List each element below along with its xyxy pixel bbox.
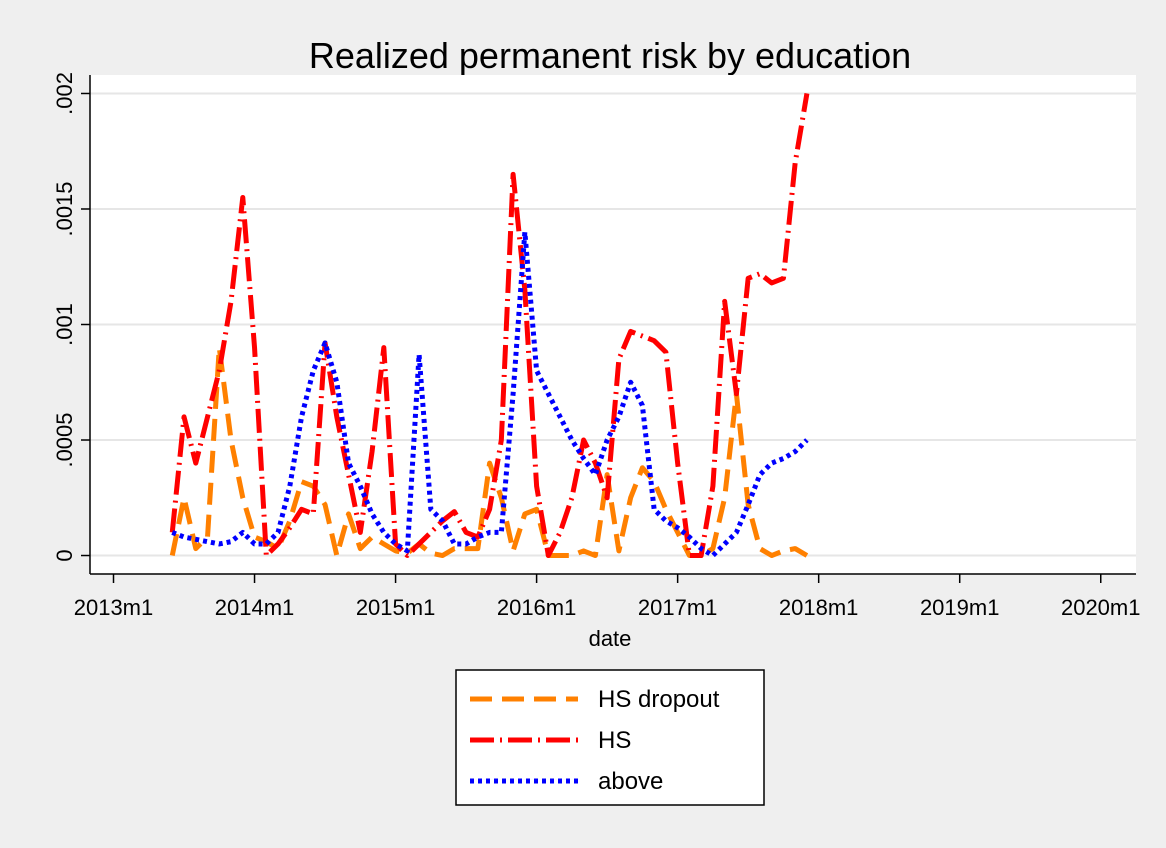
x-tick-label: 2015m1	[356, 595, 436, 620]
y-tick-label: .002	[52, 72, 77, 115]
x-tick-label: 2018m1	[779, 595, 859, 620]
y-axis-ticks: 0 .0005 .001 .0015 .002	[52, 72, 90, 562]
series-layer	[169, 93, 810, 559]
x-tick-label: 2017m1	[638, 595, 718, 620]
chart-title: Realized permanent risk by education	[309, 35, 911, 76]
x-tick-label: 2014m1	[215, 595, 295, 620]
x-tick-label: 2020m1	[1061, 595, 1141, 620]
legend: HS dropout HS above	[455, 669, 765, 806]
y-tick-label: .001	[52, 303, 77, 346]
y-tick-label: 0	[52, 549, 77, 561]
y-tick-label: .0015	[52, 181, 77, 236]
legend-label: above	[598, 768, 663, 795]
series-line-above	[171, 229, 809, 559]
x-tick-label: 2013m1	[74, 595, 154, 620]
legend-box	[455, 669, 765, 806]
legend-label: HS dropout	[598, 686, 720, 713]
x-axis-ticks: 2013m1 2014m1 2015m1 2016m1 2017m1 2018m1 2019…	[74, 574, 1141, 620]
series-line-hs-dropout	[169, 345, 809, 559]
x-tick-label: 2019m1	[920, 595, 1000, 620]
y-tick-label: .0005	[52, 412, 77, 467]
legend-label: HS	[598, 727, 631, 754]
gridlines	[90, 92, 1136, 557]
x-tick-label: 2016m1	[497, 595, 577, 620]
x-axis-title: date	[589, 626, 632, 651]
series-line-hs	[169, 93, 810, 559]
